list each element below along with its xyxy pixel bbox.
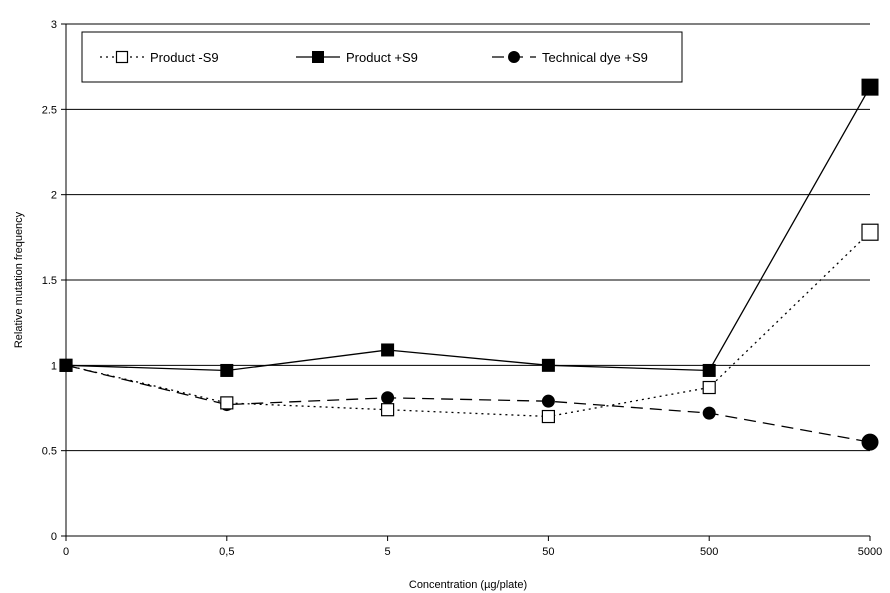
legend-label: Product -S9 (150, 50, 219, 65)
x-tick-label: 5000 (858, 546, 882, 558)
x-tick-label: 0 (63, 546, 69, 558)
y-tick-label: 0 (51, 531, 57, 543)
series-line (65, 231, 871, 418)
data-point (702, 406, 716, 420)
y-axis-title: Relative mutation frequency (13, 211, 25, 348)
legend-label: Product +S9 (346, 50, 418, 65)
legend: Product -S9 Product +S9 Technical dye +S9 (81, 31, 683, 83)
data-point (541, 394, 555, 408)
legend-items: Product -S9 Product +S9 Technical dye +S9 (100, 50, 648, 65)
data-markers (59, 78, 879, 451)
gridlines (66, 23, 870, 452)
data-point (220, 396, 234, 410)
x-tick-label: 0,5 (219, 546, 234, 558)
x-tick-label: 5 (385, 546, 391, 558)
series-line (65, 364, 871, 443)
data-point (861, 78, 879, 96)
y-tick-label: 0.5 (42, 446, 57, 458)
x-tick-label: 50 (542, 546, 554, 558)
legend-marker (508, 51, 520, 63)
data-point (861, 223, 879, 241)
data-point (59, 358, 73, 372)
data-point (381, 403, 395, 417)
x-tick-label: 500 (700, 546, 718, 558)
data-point (381, 343, 395, 357)
legend-marker (115, 50, 129, 64)
y-tick-label: 2 (51, 190, 57, 202)
series-line (65, 86, 871, 372)
legend-label: Technical dye +S9 (542, 50, 648, 65)
x-axis-title: Concentration (µg/plate) (409, 579, 527, 591)
data-point (541, 358, 555, 372)
y-tick-label: 3 (51, 19, 57, 31)
data-point (541, 409, 556, 424)
legend-marker (312, 51, 324, 63)
y-tick-label: 1 (51, 360, 57, 372)
series-lines (65, 86, 871, 443)
data-point (702, 363, 716, 377)
data-point (220, 363, 234, 377)
y-tick-label: 2.5 (42, 104, 57, 116)
data-point (381, 391, 395, 405)
legend-box (81, 31, 683, 83)
y-tick-label: 1.5 (42, 275, 57, 287)
data-point (861, 433, 879, 451)
data-point (702, 380, 716, 395)
